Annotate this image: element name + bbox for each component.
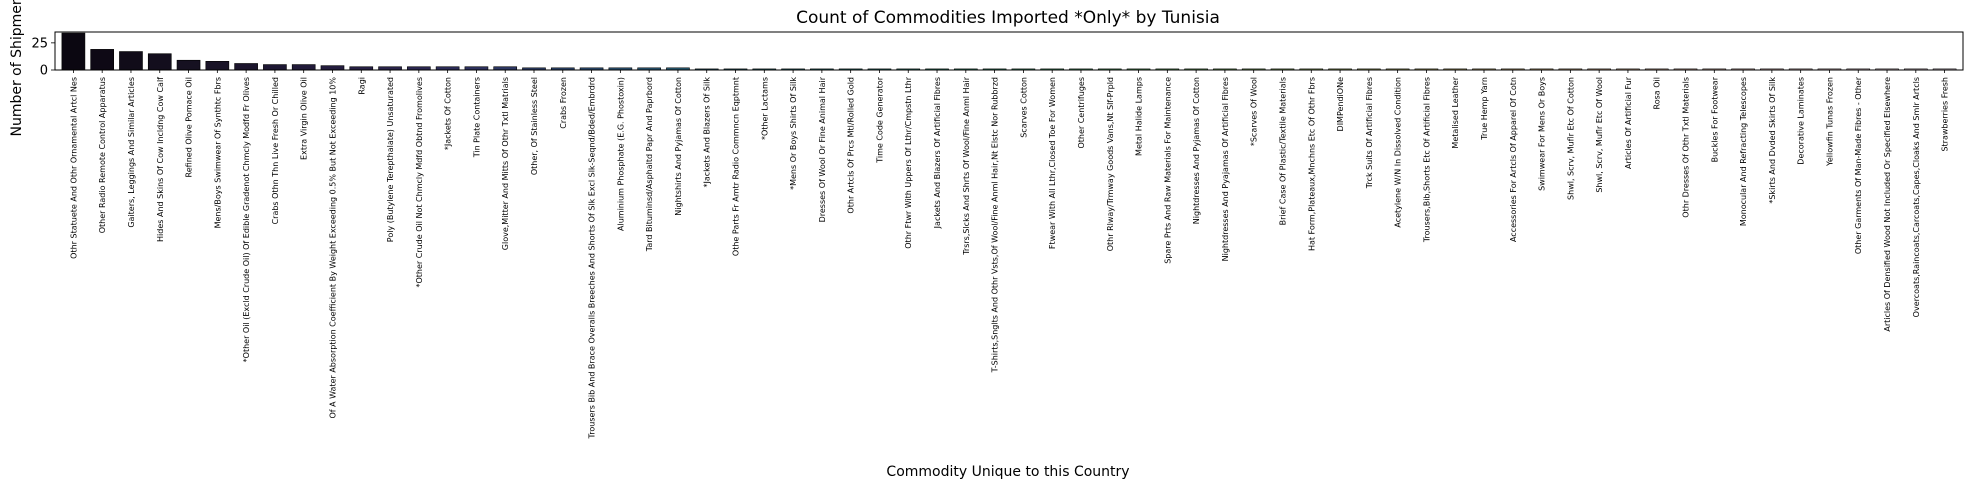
x-tick-label: Othr Rlway/Trmway Goods Vans,Nt Slf-Prpl… xyxy=(1106,77,1115,251)
x-tick-label: Othr Artcls Of Prcs Mtl/Rolled Gold xyxy=(847,77,856,214)
x-tick-label: Strawberries Fresh xyxy=(1941,77,1950,152)
bar xyxy=(147,53,172,71)
x-tick-label: Trck Suits Of Artificial Fibres xyxy=(1365,77,1374,189)
x-tick-label: Yellowfin Tunas Frozen xyxy=(1825,77,1834,167)
x-tick-label: Overcoats,Raincoats,Carcoats,Capes,Cloak… xyxy=(1912,77,1921,317)
x-tick-label: Shwl, Scrv, Muflr Etc Of Cotton xyxy=(1566,77,1575,200)
y-tick-labels: 0 25 xyxy=(31,36,55,79)
plot-frame xyxy=(54,31,1964,71)
chart-title: Count of Commodities Imported *Only* by … xyxy=(796,8,1220,28)
x-tick-label: *Jackets Of Cotton xyxy=(444,77,453,150)
bar xyxy=(205,61,230,71)
bar xyxy=(119,51,143,71)
x-tick-label: Trousers Bib And Brace Overalls Breeches… xyxy=(588,77,597,439)
x-tick-label: Othr Statuete And Othr Ornamental Artcl … xyxy=(69,77,78,259)
x-tick-label: Crabs Frozen xyxy=(559,77,568,129)
y-axis-label: Number of Shipments xyxy=(9,0,25,137)
x-tick-labels: Othr Statuete And Othr Ornamental Artcl … xyxy=(69,70,1950,439)
x-tick-label: Articles Of Densified Wood Not Included … xyxy=(1883,77,1892,332)
x-tick-label: *Jackets And Blazers Of Silk xyxy=(703,77,712,188)
x-tick-label: Tin Plate Containers xyxy=(472,77,481,158)
x-tick-label: Trsrs,Slcks And Shrts Of Wool/Fine Anml … xyxy=(962,76,971,255)
x-tick-label: Crabs Othn Thn Live Fresh Or Chilled xyxy=(271,77,280,224)
x-tick-label: Spare Prts And Raw Materials For Mainten… xyxy=(1163,77,1172,264)
x-tick-label: Nightdresses And Pyajamas Of Artificial … xyxy=(1221,77,1230,261)
x-tick-label: Hat Form,Plateaux,Mnchns Etc Of Othr Fbr… xyxy=(1307,77,1316,251)
x-tick-label: Extra Virgin Olive Oil xyxy=(300,77,309,160)
bar xyxy=(234,63,258,71)
bar xyxy=(320,65,345,71)
x-tick-label: *Other Crude Oil Not Chmcly Mdfd Obtnd F… xyxy=(415,77,424,288)
x-tick-label: Aluminium Phosphate (E.G. Phostoxin) xyxy=(616,77,625,231)
x-tick-label: Poly (Butylene Terepthalate) Unsaturated xyxy=(386,77,395,242)
x-tick-label: Buckles For Footwear xyxy=(1710,76,1719,162)
x-tick-label: Time Code Generator xyxy=(875,76,884,163)
x-tick-label: Othe Parts Fr Amtr Radio Commncn Eqptmnt xyxy=(732,77,741,256)
x-tick-label: Other Garments Of Man-Made Fibres - Othe… xyxy=(1854,76,1863,254)
x-tick-label: Metal Halide Lamps xyxy=(1135,77,1144,156)
x-tick-label: Swimwear For Mens Or Boys xyxy=(1538,77,1547,191)
x-tick-label: Shwl, Scrv, Muflr Etc Of Wool xyxy=(1595,77,1604,193)
x-tick-label: T-Shirts,Snglts And Othr Vsts,Of Wool/Fi… xyxy=(991,77,1000,373)
x-tick-label: Decorative Laminates xyxy=(1797,77,1806,165)
x-tick-label: Acetylene W/N In Dissolved Condition xyxy=(1394,77,1403,228)
x-tick-label: Articles Of Artificial Fur xyxy=(1624,76,1633,169)
y-tick-label: 25 xyxy=(31,36,48,51)
x-tick-label: Ragi xyxy=(357,77,366,95)
bar xyxy=(90,49,114,71)
x-tick-label: *Scarves Of Wool xyxy=(1250,77,1259,146)
x-tick-label: Metalised Leather xyxy=(1451,76,1460,148)
x-tick-label: Rosa Oil xyxy=(1653,77,1662,109)
x-tick-label: Nightshirts And Pyjamas Of Cotton xyxy=(674,77,683,216)
x-tick-label: Othr Ftwr With Uppers Of Lthr/Cmpstn Lth… xyxy=(904,76,913,248)
bar xyxy=(263,64,287,71)
x-tick-label: *Mens Or Boys Shirts Of Silk xyxy=(789,77,798,190)
x-tick-label: Accessories For Artcls Of Apparel Of Cot… xyxy=(1509,77,1518,242)
x-tick-label: Ftwear With All Lthr,Closed Toe For Wome… xyxy=(1048,77,1057,249)
x-axis-label: Commodity Unique to this Country xyxy=(886,464,1129,480)
x-tick-label: Nightdresses And Pyjamas Of Cotton xyxy=(1192,77,1201,224)
y-tick-label: 0 xyxy=(40,64,48,79)
x-tick-label: Dresses Of Wool Or Fine Animal Hair xyxy=(818,76,827,222)
bar xyxy=(61,32,86,71)
x-tick-label: Refined Olive Pomace Oil xyxy=(185,77,194,177)
x-tick-label: Other, Of Stainless Steel xyxy=(530,77,539,175)
x-tick-label: *Other Lactams xyxy=(760,77,769,140)
x-tick-label: Other Centrifuges xyxy=(1077,77,1086,149)
x-tick-label: Hides And Skins Of Cow Incldng Cow Calf xyxy=(156,77,165,242)
x-tick-label: True Hemp Yarn xyxy=(1480,77,1489,141)
x-tick-label: Trousers,Bib,Shorts Etc Of Artificial Fi… xyxy=(1422,77,1431,243)
x-tick-label: Gaiters, Leggings And Similar Articles xyxy=(127,77,136,228)
x-tick-label: Jackets And Blazers Of Artificial Fibres xyxy=(933,77,942,229)
bars-group xyxy=(61,32,1957,71)
x-tick-label: Tard Bituminsd/Asphaltd Papr And Paprbor… xyxy=(645,77,654,252)
bar xyxy=(176,59,201,71)
x-tick-label: Other Radio Remote Control Apparatus xyxy=(98,77,107,233)
x-tick-label: *Skirts And Dvded Skirts Of Silk xyxy=(1768,77,1777,204)
x-tick-label: Brief Case Of Plastic/Textile Materials xyxy=(1278,77,1287,225)
bar xyxy=(291,64,316,71)
x-tick-label: DIMPendiONe xyxy=(1336,77,1345,132)
x-tick-label: Monocular And Refracting Telescopes xyxy=(1739,77,1748,226)
x-tick-label: Of A Water Absorption Coefficient By Wei… xyxy=(328,77,337,419)
x-tick-label: Othr Dresses Of Othr Txtl Materials xyxy=(1682,77,1691,218)
x-tick-label: *Other Oil (Excld Crude Oil) Of Edible G… xyxy=(242,77,251,362)
x-tick-label: Mens/Boys Swimwear Of Synthtc Fbrs xyxy=(213,77,222,228)
x-tick-label: Scarves Cotton xyxy=(1019,77,1028,138)
x-tick-label: Glove,Mitter And Mitts Of Othr Txtl Matr… xyxy=(501,77,510,250)
